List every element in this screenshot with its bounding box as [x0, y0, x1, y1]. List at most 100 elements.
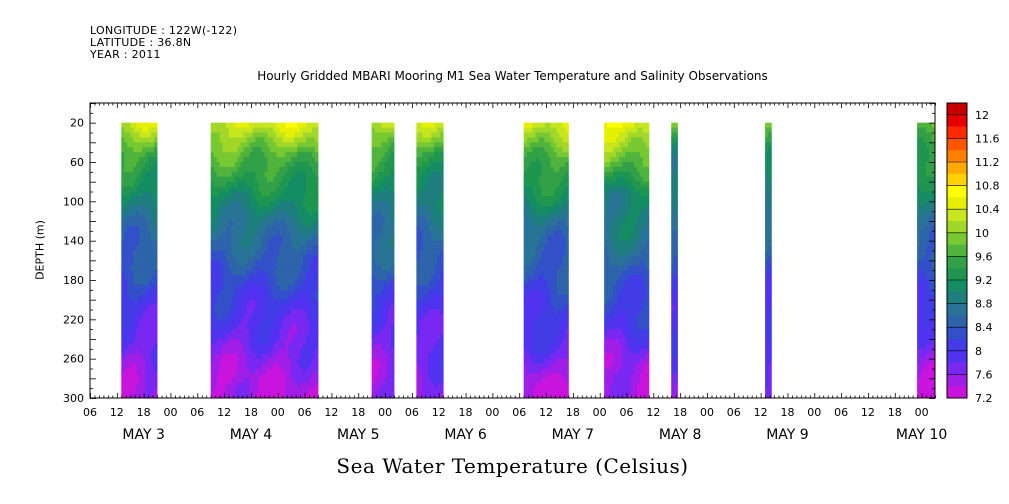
- heatmap-cell: [619, 275, 623, 281]
- heatmap-cell: [213, 255, 218, 261]
- heatmap-cell: [219, 171, 224, 178]
- heatmap-cell: [428, 304, 432, 310]
- heatmap-cell: [315, 314, 319, 320]
- heatmap-cell: [547, 152, 551, 158]
- heatmap-cell: [390, 393, 395, 399]
- heatmap-cell: [371, 235, 376, 242]
- heatmap-cell: [425, 235, 429, 242]
- heatmap-cell: [610, 186, 614, 192]
- heatmap-cell: [547, 260, 551, 266]
- heatmap-cell: [210, 260, 215, 266]
- heatmap-cell: [431, 319, 435, 325]
- heatmap-cell: [127, 201, 131, 207]
- heatmap-cell: [378, 181, 382, 187]
- heatmap-cell: [416, 162, 420, 168]
- heatmap-cell: [619, 181, 623, 187]
- heatmap-cell: [210, 171, 215, 178]
- heatmap-cell: [559, 353, 563, 360]
- heatmap-cell: [291, 211, 295, 217]
- heatmap-cell: [300, 314, 304, 320]
- heatmap-cell: [526, 289, 531, 296]
- heatmap-cell: [237, 221, 241, 227]
- heatmap-cell: [440, 388, 444, 394]
- heatmap-cell: [390, 329, 395, 335]
- heatmap-cell: [387, 358, 392, 364]
- heatmap-cell: [544, 348, 548, 355]
- heatmap-cell: [240, 235, 244, 242]
- heatmap-cell: [315, 216, 319, 222]
- heatmap-cell: [416, 206, 420, 212]
- heatmap-cell: [628, 127, 632, 133]
- heatmap-cell: [625, 388, 629, 394]
- heatmap-cell: [556, 221, 560, 227]
- heatmap-cell: [121, 216, 125, 222]
- heatmap-cell: [216, 230, 221, 237]
- heatmap-cell: [529, 309, 534, 315]
- heatmap-cell: [130, 383, 134, 389]
- heatmap-cell: [252, 270, 256, 276]
- heatmap-cell: [288, 196, 292, 202]
- heatmap-cell: [306, 368, 310, 374]
- heatmap-cell: [434, 368, 438, 374]
- heatmap-cell: [282, 230, 286, 237]
- heatmap-cell: [243, 348, 247, 355]
- heatmap-cell: [243, 334, 247, 340]
- heatmap-cell: [243, 324, 247, 330]
- heatmap-cell: [309, 393, 313, 399]
- heatmap-cell: [559, 255, 563, 261]
- heatmap-cell: [237, 275, 241, 281]
- heatmap-cell: [258, 284, 262, 291]
- heatmap-cell: [535, 388, 539, 394]
- heatmap-cell: [538, 348, 542, 355]
- heatmap-cell: [219, 137, 224, 143]
- heatmap-cell: [387, 265, 392, 271]
- heatmap-cell: [279, 348, 283, 355]
- heatmap-cell: [437, 319, 441, 325]
- heatmap-cell: [136, 137, 140, 143]
- heatmap-cell: [613, 353, 617, 360]
- heatmap-cell: [440, 181, 444, 187]
- heatmap-cell: [619, 363, 623, 369]
- heatmap-cell: [315, 127, 319, 133]
- heatmap-cell: [261, 162, 265, 168]
- heatmap-cell: [428, 368, 432, 374]
- heatmap-cell: [434, 162, 438, 168]
- heatmap-cell: [523, 393, 528, 399]
- heatmap-cell: [616, 181, 620, 187]
- heatmap-cell: [309, 191, 313, 197]
- heatmap-cell: [124, 211, 128, 217]
- heatmap-cell: [544, 299, 548, 305]
- heatmap-cell: [541, 152, 545, 158]
- heatmap-cell: [288, 166, 292, 173]
- heatmap-cell: [387, 196, 392, 202]
- heatmap-cell: [538, 378, 542, 384]
- heatmap-cell: [282, 122, 286, 128]
- heatmap-cell: [124, 388, 128, 394]
- heatmap-cell: [228, 275, 232, 281]
- heatmap-cell: [121, 334, 125, 340]
- heatmap-cell: [544, 319, 548, 325]
- heatmap-cell: [529, 265, 534, 271]
- heatmap-cell: [222, 142, 227, 148]
- heatmap-cell: [532, 284, 536, 291]
- heatmap-cell: [419, 383, 423, 389]
- heatmap-cell: [142, 152, 146, 158]
- heatmap-cell: [378, 127, 382, 133]
- heatmap-cell: [249, 225, 253, 232]
- heatmap-cell: [633, 137, 638, 143]
- heatmap-cell: [544, 181, 548, 187]
- heatmap-cell: [154, 211, 158, 217]
- heatmap-cell: [559, 122, 563, 128]
- heatmap-cell: [562, 250, 566, 256]
- heatmap-cell: [526, 206, 531, 212]
- heatmap-cell: [273, 383, 277, 389]
- heatmap-cell: [297, 157, 301, 163]
- heatmap-cell: [613, 196, 617, 202]
- heatmap-cell: [541, 388, 545, 394]
- heatmap-cell: [565, 147, 569, 153]
- heatmap-cell: [630, 245, 635, 251]
- heatmap-cell: [565, 304, 569, 310]
- heatmap-cell: [529, 147, 534, 153]
- heatmap-cell: [294, 373, 298, 379]
- heatmap-cell: [309, 171, 313, 178]
